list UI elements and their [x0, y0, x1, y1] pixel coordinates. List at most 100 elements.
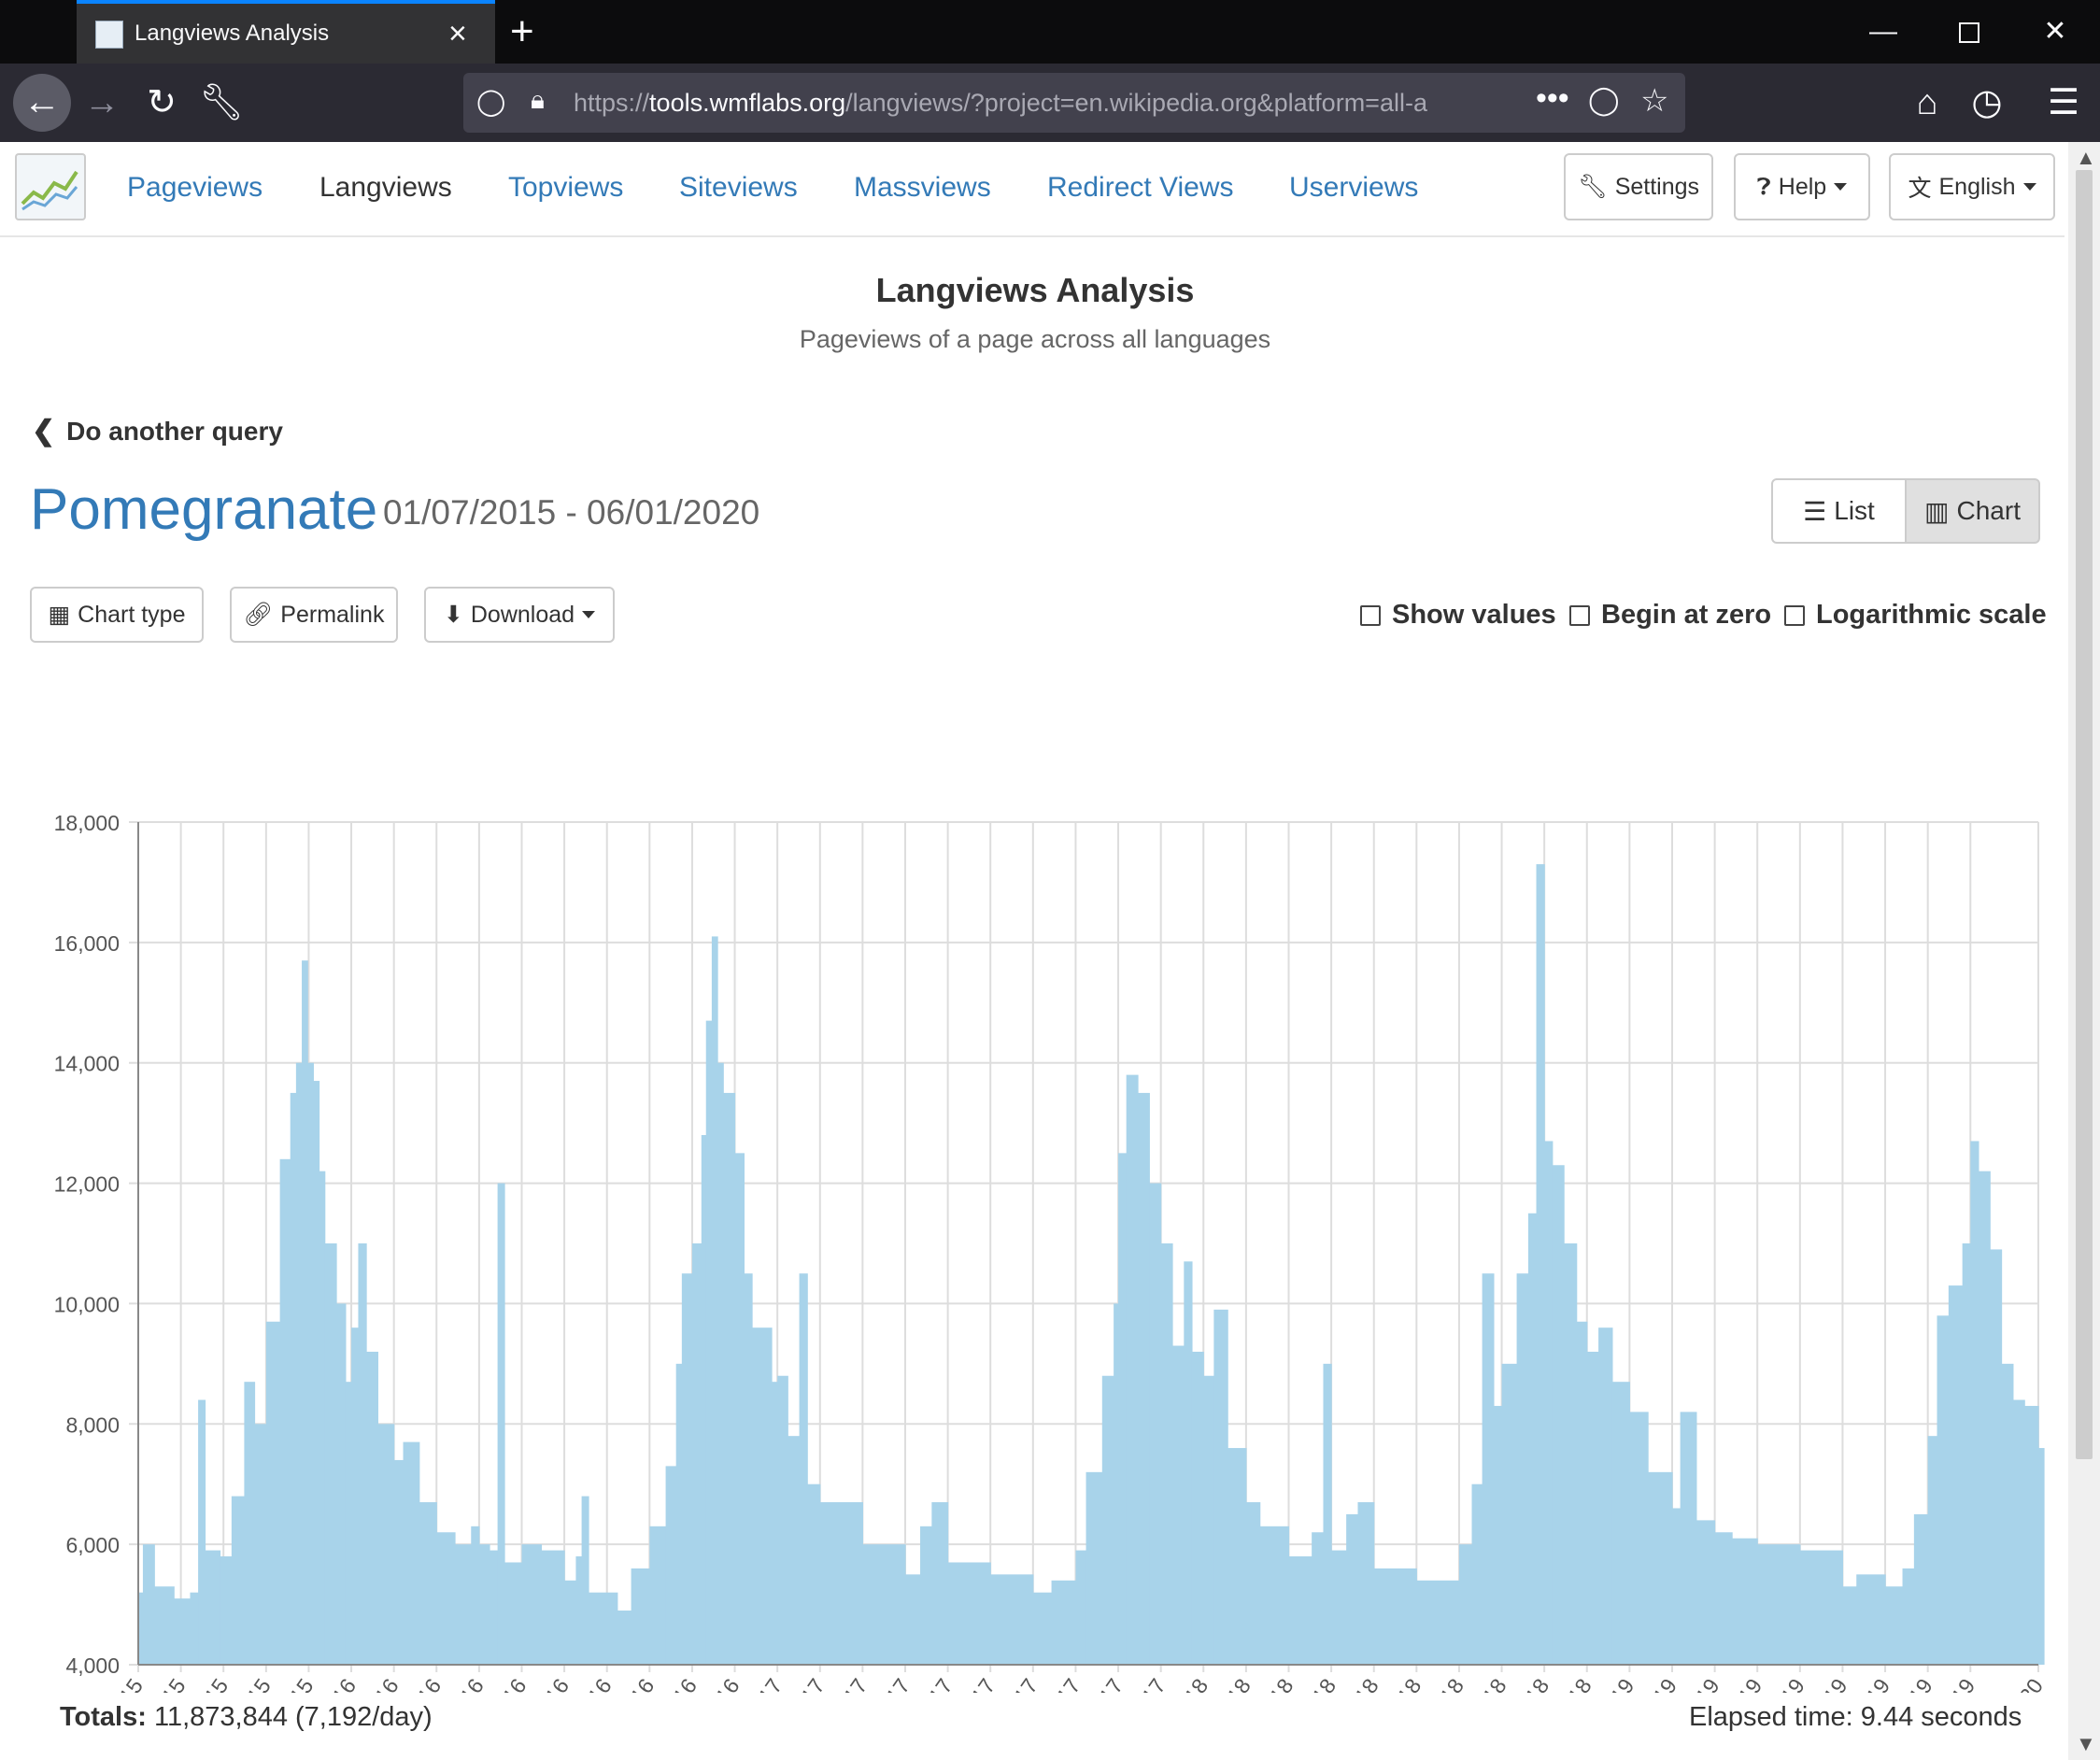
y-tick-label: 12,000	[54, 1172, 120, 1197]
show-values-option[interactable]: Show values	[1360, 600, 1556, 631]
chevron-left-icon: ❮	[32, 416, 56, 447]
nav-link-massviews[interactable]: Massviews	[854, 172, 991, 203]
data-bar	[581, 1496, 589, 1665]
logarithmic-scale-checkbox[interactable]	[1784, 604, 1805, 626]
caret-down-icon	[2022, 183, 2036, 191]
nav-link-userviews[interactable]: Userviews	[1289, 172, 1419, 203]
chart-type-button[interactable]: ▦ Chart type	[30, 587, 204, 643]
data-bar	[358, 1243, 367, 1665]
url-path: /langviews/?project=en.wikipedia.org&pla…	[845, 89, 1427, 117]
list-view-button[interactable]: ☰ List	[1771, 478, 1907, 544]
y-tick-label: 8,000	[65, 1412, 120, 1437]
scroll-thumb[interactable]	[2076, 170, 2093, 1459]
settings-button[interactable]: 🔧︎ Settings	[1564, 153, 1713, 220]
help-label: Help	[1778, 173, 1827, 200]
data-bar	[366, 1351, 379, 1665]
forward-arrow-icon[interactable]: →	[84, 83, 120, 122]
page-subtitle: Pageviews of a page across all languages	[799, 325, 1271, 353]
data-bar	[1501, 1363, 1518, 1665]
tab-close-icon[interactable]: ×	[448, 16, 467, 51]
back-arrow-icon[interactable]: ←	[13, 74, 71, 132]
page-scrollbar[interactable]: ▲ ▼	[2068, 142, 2100, 1760]
wrench-icon[interactable]: 🔧︎	[198, 83, 245, 122]
download-button[interactable]: ⬇ Download	[424, 587, 615, 643]
do-another-query-link[interactable]: ❮ Do another query	[32, 415, 283, 447]
data-bar	[1842, 1586, 1857, 1665]
language-button[interactable]: 文 English	[1889, 153, 2055, 220]
data-bar	[1536, 864, 1545, 1665]
lock-icon[interactable]: 🔒︎	[531, 85, 545, 114]
home-icon[interactable]: ⌂	[1916, 83, 1938, 122]
begin-at-zero-checkbox[interactable]	[1569, 604, 1590, 626]
permalink-button[interactable]: 🔗︎ Permalink	[230, 587, 398, 643]
logarithmic-scale-option[interactable]: Logarithmic scale	[1784, 600, 2047, 631]
data-bar	[1714, 1532, 1733, 1665]
data-bar	[1978, 1171, 1991, 1665]
browser-tab[interactable]: Langviews Analysis ×	[77, 0, 495, 64]
window-minimize-icon[interactable]: —	[1869, 16, 1897, 47]
bookmark-star-icon[interactable]: ☆	[1640, 83, 1669, 119]
data-bar	[1516, 1273, 1529, 1665]
data-bar	[1085, 1471, 1103, 1665]
url-host: tools.wmflabs.org	[649, 89, 846, 117]
data-bar	[307, 1062, 314, 1665]
nav-link-redirect-views[interactable]: Redirect Views	[1047, 172, 1234, 203]
data-bar	[723, 1092, 736, 1665]
pageviews-logo[interactable]	[15, 153, 86, 220]
window-close-icon[interactable]: ✕	[2043, 16, 2067, 47]
scroll-down-arrow-icon[interactable]: ▼	[2076, 1732, 2096, 1755]
data-bar	[1962, 1243, 1971, 1665]
list-icon: ☰	[1803, 496, 1827, 526]
data-bar	[1118, 1153, 1128, 1665]
grid-icon: ▦	[48, 602, 71, 628]
data-bar	[1346, 1513, 1359, 1665]
nav-link-pageviews[interactable]: Pageviews	[127, 172, 263, 203]
show-values-checkbox[interactable]	[1360, 604, 1381, 626]
site-navbar: Pageviews Langviews Topviews Siteviews M…	[0, 142, 2065, 237]
elapsed-time: Elapsed time: 9.44 seconds	[1689, 1702, 2022, 1732]
data-bar	[1885, 1586, 1904, 1665]
url-bar[interactable]: ◯ 🔒︎ https://tools.wmflabs.org/langviews…	[463, 73, 1685, 133]
data-bar	[1990, 1249, 2003, 1665]
data-bar	[1373, 1568, 1417, 1665]
nav-link-langviews[interactable]: Langviews	[319, 172, 452, 203]
more-actions-icon[interactable]: •••	[1536, 80, 1569, 116]
date-range: 01/07/2015 - 06/01/2020	[383, 493, 760, 532]
data-bar	[681, 1273, 693, 1665]
pocket-icon[interactable]: ◯	[1588, 85, 1620, 116]
scroll-up-arrow-icon[interactable]: ▲	[2076, 146, 2096, 169]
data-bar	[504, 1562, 523, 1665]
data-bar	[752, 1327, 773, 1665]
data-bar	[1259, 1526, 1290, 1665]
help-button[interactable]: ❓︎ Help	[1734, 153, 1870, 220]
data-bar	[419, 1502, 437, 1665]
shield-icon[interactable]: ◯	[476, 87, 506, 116]
history-clock-icon[interactable]: ◷	[1971, 83, 2003, 122]
reload-icon[interactable]: ↻	[147, 83, 177, 122]
data-bar	[302, 960, 308, 1665]
totals: Totals: 11,873,844 (7,192/day)	[60, 1702, 433, 1733]
data-bar	[2001, 1363, 2014, 1665]
begin-at-zero-option[interactable]: Begin at zero	[1569, 600, 1771, 631]
data-bar	[575, 1556, 583, 1665]
window-maximize-icon[interactable]	[1941, 11, 1997, 55]
data-bar	[1937, 1315, 1950, 1665]
data-bar	[1126, 1074, 1139, 1665]
download-label: Download	[470, 601, 575, 628]
url-text[interactable]: https://tools.wmflabs.org/langviews/?pro…	[574, 89, 1508, 118]
data-bar	[1799, 1550, 1844, 1665]
y-tick-label: 6,000	[65, 1533, 120, 1557]
data-bar	[1680, 1412, 1697, 1665]
data-bar	[1191, 1351, 1204, 1665]
nav-link-topviews[interactable]: Topviews	[508, 172, 624, 203]
data-bar	[788, 1436, 801, 1665]
pageviews-chart[interactable]: 4,000 6,000 8,000 10,000 12,000 14,000 16,000 1…	[0, 656, 2065, 1693]
article-title[interactable]: Pomegranate	[30, 477, 378, 542]
nav-link-siteviews[interactable]: Siteviews	[679, 172, 798, 203]
new-tab-icon[interactable]: +	[510, 8, 534, 54]
data-bar	[1032, 1592, 1053, 1665]
data-bar	[691, 1243, 702, 1665]
chart-view-button[interactable]: ▥ Chart	[1907, 478, 2040, 544]
question-circle-icon: ❓︎	[1756, 173, 1771, 200]
hamburger-menu-icon[interactable]: ☰	[2047, 83, 2080, 122]
